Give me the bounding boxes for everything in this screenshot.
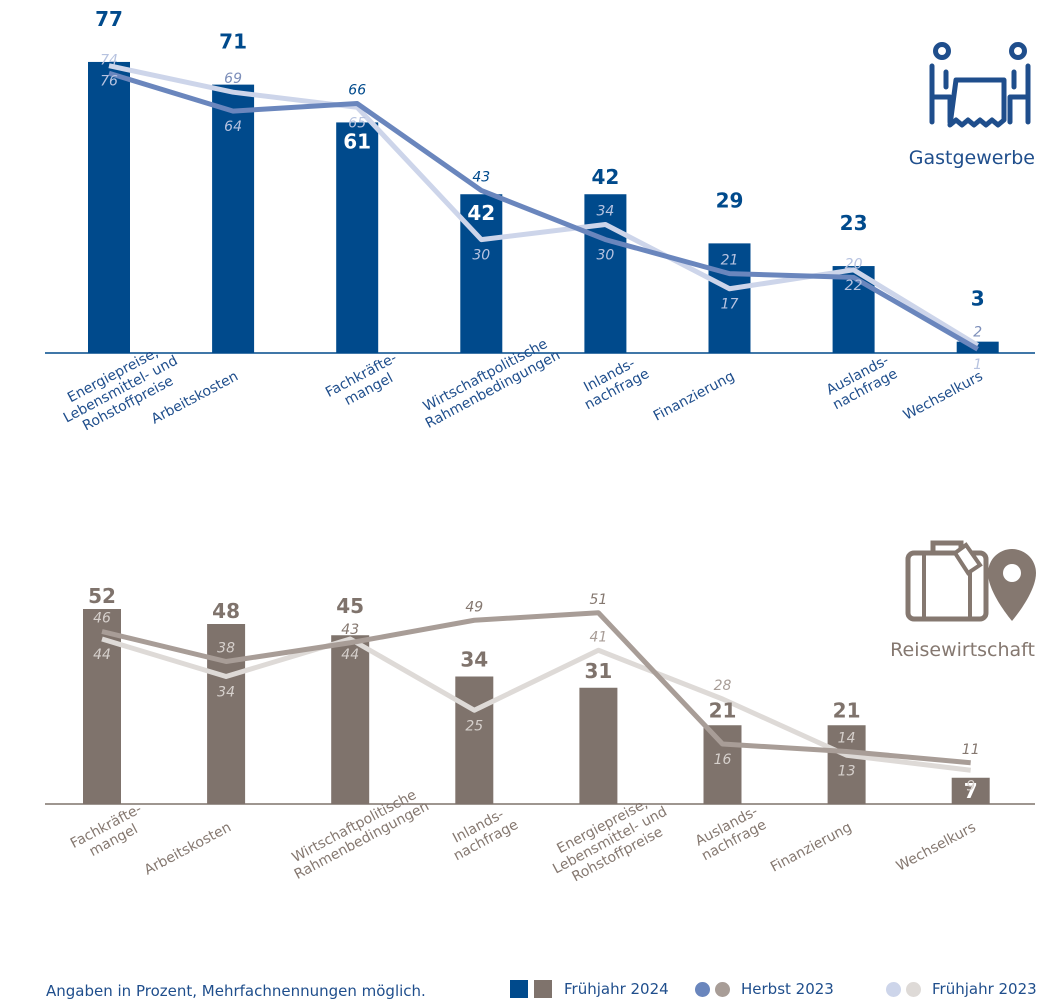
- line-herbst-2023: [108, 70, 979, 352]
- category-label: Finanzierung: [768, 819, 855, 875]
- line-herbst-2023: [101, 610, 971, 766]
- legend-label: Herbst 2023: [741, 980, 834, 998]
- herbst-value-label: 11: [962, 742, 980, 758]
- legend-swatch-reise-fruehjahr: [906, 981, 921, 997]
- fruehjahr-value-label: 2: [973, 324, 982, 340]
- bar: [579, 687, 618, 804]
- legend-label: Frühjahr 2023: [932, 980, 1037, 998]
- footnote: Angaben in Prozent, Mehrfachnennungen mö…: [46, 982, 426, 1000]
- bar-value-label: 3: [971, 287, 985, 311]
- fruehjahr-value-label: 30: [472, 248, 490, 264]
- herbst-value-label: 30: [596, 248, 614, 264]
- fruehjahr-value-label: 9: [966, 778, 975, 794]
- line-fruehjahr-2023: [108, 63, 980, 348]
- legend-swatch-gast-fruehjahr: [886, 981, 901, 997]
- bar: [336, 122, 379, 353]
- fruehjahr-value-label: 25: [465, 718, 483, 734]
- category-label: Fachkräfte-mangel: [68, 801, 152, 866]
- herbst-value-label: 14: [838, 731, 856, 747]
- bar-value-label: 31: [584, 659, 612, 683]
- line-fruehjahr-2023: [101, 636, 972, 773]
- category-label: Wechselkurs: [894, 819, 979, 874]
- legend-item-fruehjahr-2024: Frühjahr 2024: [510, 980, 669, 998]
- bar: [83, 609, 121, 804]
- bar-value-label: 71: [219, 30, 247, 54]
- herbst-value-label: 43: [341, 622, 359, 638]
- bar-value-label: 48: [212, 599, 240, 623]
- bar: [703, 725, 742, 804]
- bar-value-label: 42: [467, 201, 495, 225]
- bar-value-label: 42: [591, 165, 619, 189]
- legend-swatch-reise-herbst: [715, 981, 730, 997]
- category-label: Energiepreise,Lebensmittel- undRohstoffp…: [543, 790, 678, 892]
- chart-reisewirtschaft: 52 48 45 34 31 21 21 7 46 38 43 49 51 16 14 11 44 34 44 25 4…: [45, 584, 1035, 892]
- bar: [331, 635, 370, 804]
- herbst-value-label: 21: [721, 253, 739, 269]
- fruehjahr-value-label: 34: [596, 203, 614, 219]
- legend-swatch-gast-bar: [510, 980, 528, 998]
- herbst-value-label: 74: [100, 52, 118, 68]
- bar: [460, 194, 503, 353]
- legend-label: Frühjahr 2024: [564, 980, 669, 998]
- fruehjahr-value-label: 17: [721, 297, 739, 313]
- category-label: Fachkräfte-mangel: [323, 350, 407, 415]
- bar: [88, 61, 130, 353]
- category-label: Arbeitskosten: [142, 819, 234, 878]
- fruehjahr-value-label: 28: [714, 678, 732, 694]
- bar: [827, 725, 866, 804]
- bar-value-label: 61: [343, 129, 371, 153]
- herbst-value-label: 66: [348, 83, 366, 99]
- bar-value-label: 29: [716, 188, 744, 212]
- category-label: Wechselkurs: [901, 368, 986, 423]
- fruehjahr-value-label: 34: [217, 685, 235, 701]
- fruehjahr-value-label: 44: [341, 647, 359, 663]
- suitcase-location-icon: [905, 540, 1036, 622]
- bar: [584, 194, 627, 353]
- chart-gastgewerbe: 77 71 61 42 42 29 23 3 74 64 66 43 30 21 20 1 76 69 65 30 34…: [45, 7, 1035, 441]
- restaurant-table-icon: [929, 42, 1031, 128]
- fruehjahr-value-label: 22: [845, 278, 863, 294]
- herbst-value-label: 64: [224, 119, 242, 135]
- legend-swatch-gast-herbst: [695, 981, 710, 997]
- fruehjahr-value-label: 65: [348, 115, 366, 131]
- bar-value-label: 45: [336, 594, 364, 618]
- category-label: Inlands-nachfrage: [443, 803, 521, 864]
- fruehjahr-value-label: 13: [838, 763, 856, 779]
- category-label: Energiepreise,Lebensmittel- undRohstoffp…: [53, 339, 188, 441]
- fruehjahr-value-label: 69: [224, 71, 242, 87]
- herbst-value-label: 1: [973, 357, 982, 373]
- category-label: Finanzierung: [651, 368, 738, 424]
- category-label: Auslands-nachfrage: [823, 352, 901, 413]
- category-label: Inlands-nachfrage: [575, 352, 653, 413]
- fruehjahr-value-label: 41: [589, 629, 607, 645]
- bar-value-label: 23: [840, 211, 868, 235]
- reisewirtschaft-title: Reisewirtschaft: [890, 639, 1035, 661]
- bar-value-label: 77: [95, 7, 123, 31]
- bar: [212, 84, 255, 354]
- bar-value-label: 7: [964, 779, 978, 803]
- bar-value-label: 34: [460, 648, 488, 672]
- fruehjahr-value-label: 76: [100, 74, 118, 90]
- legend-swatch-reise-bar: [534, 980, 552, 998]
- herbst-value-label: 43: [472, 169, 490, 185]
- bar: [951, 777, 990, 804]
- herbst-value-label: 46: [93, 611, 111, 627]
- gastgewerbe-title: Gastgewerbe: [909, 147, 1035, 169]
- fruehjahr-value-label: 44: [93, 647, 111, 663]
- herbst-value-label: 16: [714, 752, 732, 768]
- herbst-value-label: 49: [465, 599, 483, 615]
- bar: [207, 624, 246, 804]
- legend-item-fruehjahr-2023: Frühjahr 2023: [886, 980, 1037, 998]
- herbst-value-label: 38: [217, 641, 235, 657]
- bar-value-label: 21: [709, 698, 737, 722]
- bar: [455, 676, 494, 804]
- category-label: Auslands-nachfrage: [692, 803, 770, 864]
- herbst-value-label: 20: [845, 256, 863, 272]
- legend-item-herbst-2023: Herbst 2023: [695, 980, 834, 998]
- bar-value-label: 21: [833, 698, 861, 722]
- bar: [708, 243, 751, 353]
- herbst-value-label: 51: [589, 592, 607, 608]
- bar-value-label: 52: [88, 584, 116, 608]
